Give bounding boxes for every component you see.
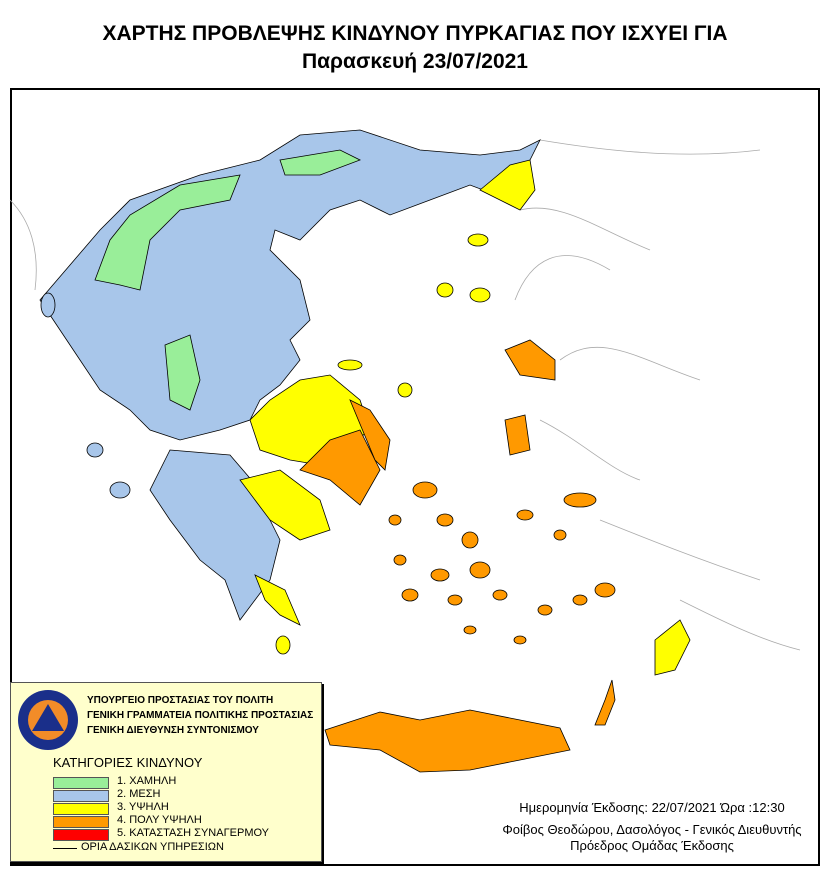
label-alarm: 5. ΚΑΤΑΣΤΑΣΗ ΣΥΝΑΓΕΡΜΟΥ — [117, 827, 270, 839]
region-high-peloponnese-east — [239, 469, 331, 541]
turkey-outline — [9, 139, 801, 651]
org-secretariat: ΓΕΝΙΚΗ ΓΡΑΜΜΑΤΕΙΑ ΠΟΛΙΤΙΚΗΣ ΠΡΟΣΤΑΣΙΑΣ — [87, 710, 314, 721]
region-very-high-lesvos — [504, 339, 556, 381]
region-low-northwest — [94, 174, 241, 291]
map-frame — [10, 88, 820, 866]
boundary-line-symbol — [53, 848, 77, 849]
swatch-alarm — [53, 829, 109, 841]
legend-panel: ΥΠΟΥΡΓΕΙΟ ΠΡΟΣΤΑΣΙΑΣ ΤΟΥ ΠΟΛΙΤΗ ΓΕΝΙΚΗ Γ… — [10, 682, 322, 862]
region-low-north — [279, 149, 361, 176]
label-high: 3. ΥΨΗΛΗ — [117, 801, 169, 813]
region-very-high-crete — [324, 709, 571, 773]
region-very-high-attica — [299, 429, 381, 506]
categories-title: ΚΑΤΗΓΟΡΙΕΣ ΚΙΝΔΥΝΟΥ — [53, 755, 203, 770]
boundary-label: ΟΡΙΑ ΔΑΣΙΚΩΝ ΥΠΗΡΕΣΙΩΝ — [81, 841, 224, 853]
author-role: Πρόεδρος Ομάδας Έκδοσης — [570, 838, 734, 853]
civil-protection-logo — [18, 690, 78, 750]
swatch-high — [53, 803, 109, 815]
region-very-high-chios — [504, 414, 531, 456]
issue-date: Ημερομηνία Έκδοσης: 22/07/2021 Ώρα :12:3… — [519, 800, 785, 815]
author: Φοίβος Θεοδώρου, Δασολόγος - Γενικός Διε… — [502, 822, 802, 837]
region-very-high-karpathos — [594, 679, 616, 726]
org-ministry: ΥΠΟΥΡΓΕΙΟ ΠΡΟΣΤΑΣΙΑΣ ΤΟΥ ΠΟΛΙΤΗ — [87, 695, 274, 706]
map-title: ΧΑΡΤΗΣ ΠΡΟΒΛΕΨΗΣ ΚΙΝΔΥΝΟΥ ΠΥΡΚΑΓΙΑΣ ΠΟΥ … — [102, 22, 728, 45]
swatch-medium — [53, 790, 109, 802]
islands-medium — [40, 292, 131, 499]
label-low: 1. ΧΑΜΗΛΗ — [117, 775, 177, 787]
label-medium: 2. ΜΕΣΗ — [117, 788, 161, 800]
swatch-very-high — [53, 816, 109, 828]
swatch-low — [53, 777, 109, 789]
region-high-laconia — [254, 574, 301, 626]
region-high-rhodes — [654, 619, 691, 676]
region-low-central — [164, 334, 201, 411]
region-high-thrace — [479, 159, 536, 211]
islands-high — [275, 233, 491, 655]
org-directorate: ΓΕΝΙΚΗ ΔΙΕΥΘΥΝΣΗ ΣΥΝΤΟΝΙΣΜΟΥ — [87, 725, 259, 736]
label-very-high: 4. ΠΟΛΥ ΥΨΗΛΗ — [117, 814, 202, 826]
islands-very-high — [388, 481, 616, 645]
map-date: Παρασκευή 23/07/2021 — [301, 50, 528, 73]
region-very-high-evia — [349, 399, 391, 471]
